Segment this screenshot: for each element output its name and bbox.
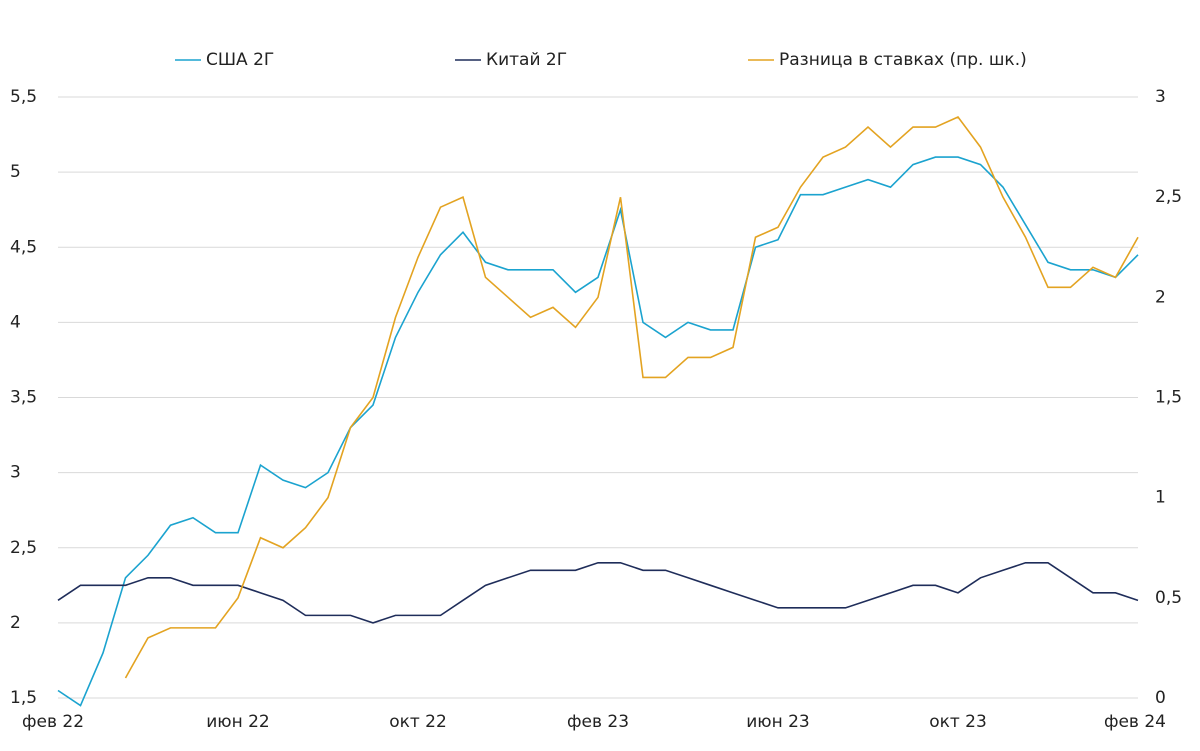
y-tick-label: 3 — [10, 463, 21, 483]
legend-label: Китай 2Г — [486, 50, 567, 70]
y2-tick-label: 1 — [1155, 488, 1166, 508]
y2-tick-label: 2,5 — [1155, 187, 1182, 207]
x-tick-label: окт 22 — [389, 712, 447, 732]
y2-tick-label: 1,5 — [1155, 388, 1182, 408]
line-series — [57, 156, 1139, 707]
y-tick-label: 5 — [10, 162, 21, 182]
y2-tick-label: 0,5 — [1155, 588, 1182, 608]
y-tick-label: 5,5 — [10, 87, 37, 107]
x-tick-label: июн 23 — [746, 712, 810, 732]
line-series — [57, 561, 1139, 624]
y2-tick-label: 3 — [1155, 87, 1166, 107]
x-tick-label: окт 23 — [929, 712, 987, 732]
y-tick-label: 2,5 — [10, 538, 37, 558]
legend-label: Разница в ставках (пр. шк.) — [779, 50, 1027, 70]
y2-tick-label: 2 — [1155, 287, 1166, 307]
y-tick-label: 4 — [10, 312, 21, 332]
x-tick-label: июн 22 — [206, 712, 270, 732]
line-series — [124, 116, 1139, 679]
x-tick-label: фев 22 — [22, 712, 84, 732]
y-tick-label: 3,5 — [10, 388, 37, 408]
y-tick-label: 2 — [10, 613, 21, 633]
x-tick-label: фев 24 — [1104, 712, 1166, 732]
legend-label: США 2Г — [206, 50, 274, 70]
x-tick-label: фев 23 — [567, 712, 629, 732]
y-tick-label: 1,5 — [10, 688, 37, 708]
y-tick-label: 4,5 — [10, 237, 37, 257]
y2-tick-label: 0 — [1155, 688, 1166, 708]
